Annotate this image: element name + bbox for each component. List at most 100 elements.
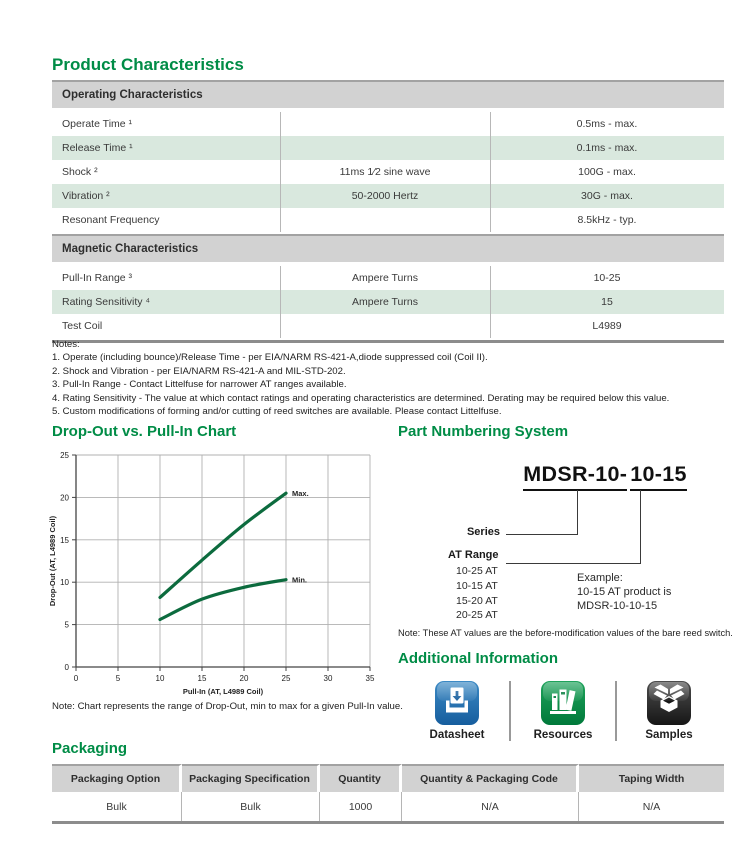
at-range-item: 15-20 AT [456, 594, 498, 607]
packaging-data-cell: N/A [402, 792, 579, 821]
chart-note: Note: Chart represents the range of Drop… [52, 701, 403, 712]
svg-text:15: 15 [60, 536, 69, 545]
svg-text:5: 5 [116, 674, 121, 683]
svg-text:10: 10 [156, 674, 165, 683]
dropout-pullin-chart: 0 5 10 15 20 25 0 5 10 15 20 25 30 35 Drop-Out (AT, L4… [48, 451, 375, 696]
row-condition-cell: Ampere Turns [352, 272, 418, 284]
svg-text:30: 30 [324, 674, 333, 683]
packaging-data-cell: N/A [642, 800, 661, 813]
row-name-cell: Shock ² [62, 166, 98, 178]
row-value-cell: 10-25 [593, 272, 621, 284]
chart-series-min [158, 578, 288, 622]
icon-gloss [437, 682, 477, 701]
table-row: Resonant Frequency 8.5kHz - typ. [52, 208, 724, 232]
table-row: Release Time ¹ 0.1ms - max. [52, 136, 724, 160]
table-row: Shock ² 11ms 1⁄2 sine wave 100G - max. [52, 160, 724, 184]
at-range-connector-horizontal-line [506, 562, 640, 564]
row-value-cell: 0.1ms - max. [576, 142, 638, 154]
note-line: 4. Rating Sensitivity - The value at whi… [52, 392, 670, 404]
packaging-header-cell: Packaging Specification [182, 764, 320, 792]
svg-text:25: 25 [282, 674, 291, 683]
svg-text:15: 15 [198, 674, 207, 683]
packaging-header-cell: Quantity [320, 764, 402, 792]
svg-text:10: 10 [60, 578, 69, 587]
row-name-cell: Operate Time ¹ [62, 118, 133, 130]
packaging-title: Packaging [52, 740, 128, 757]
at-range-item: 10-25 AT [456, 565, 498, 577]
part-numbering-title: Part Numbering System [398, 423, 569, 440]
additional-info-label: Samples [645, 729, 693, 741]
icon-separator [615, 681, 617, 741]
chart-series-max [158, 491, 288, 600]
example-line: 10-15 AT product is [577, 586, 672, 599]
part-number-segment: 10-15 [630, 462, 687, 491]
packaging-header-row: Packaging Option Packaging Specification Q… [52, 764, 724, 792]
section-header: Operating Characteristics [52, 80, 724, 108]
at-range-item: 10-15 AT [456, 579, 498, 592]
column-divider [280, 266, 281, 338]
row-name-cell: Rating Sensitivity ⁴ [62, 296, 150, 308]
table-row: Test Coil L4989 [52, 314, 724, 338]
table-row: Operate Time ¹ 0.5ms - max. [52, 112, 724, 136]
series-connector-vertical-line [576, 490, 578, 535]
part-number-note: Note: These AT values are the before-mod… [398, 628, 733, 638]
series-connector-horizontal-line [506, 533, 577, 535]
at-range-list: 10-25 AT 10-15 AT 15-20 AT 20-25 AT [456, 564, 498, 623]
svg-text:Drop-Out (AT, L4989 Coil): Drop-Out (AT, L4989 Coil) [48, 515, 57, 606]
svg-text:25: 25 [60, 451, 69, 460]
series-end-label: Min. [292, 576, 307, 585]
svg-text:20: 20 [240, 674, 249, 683]
notes-block: Notes: 1. Operate (including bounce)/Rele… [52, 338, 669, 418]
packaging-header-cell: Taping Width [579, 764, 724, 792]
additional-info-button-resources[interactable] [541, 681, 585, 725]
note-line: 3. Pull-In Range - Contact Littelfuse fo… [52, 379, 347, 391]
packaging-data-cell: 1000 [320, 792, 402, 821]
series-end-label: Max. [292, 489, 309, 498]
series-label: Series [466, 526, 500, 538]
notes-label: Notes: [52, 339, 80, 350]
svg-text:35: 35 [366, 674, 375, 683]
table-bottom-border [52, 340, 724, 343]
svg-text:0: 0 [65, 663, 70, 672]
datasheet-download-icon [435, 681, 479, 725]
note-line: 5. Custom modifications of forming and/o… [52, 406, 502, 418]
section-header: Magnetic Characteristics [52, 234, 724, 262]
note-line: 2. Shock and Vibration - per EIA/NARM RS… [52, 365, 346, 377]
packaging-data-cell: Bulk [52, 792, 182, 821]
table-row: Vibration ² 50-2000 Hertz 30G - max. [52, 184, 724, 208]
packaging-data-row: Bulk Bulk 1000 N/A N/A [52, 792, 724, 821]
row-value-cell: 8.5kHz - typ. [577, 214, 637, 226]
row-value-cell: 15 [601, 296, 613, 308]
svg-text:Pull-In (AT, L4989 Coil): Pull-In (AT, L4989 Coil) [183, 687, 264, 696]
column-divider [490, 266, 491, 338]
books-icon [541, 681, 585, 725]
characteristics-table: Operating Characteristics Operate Time ¹ 0… [52, 80, 724, 343]
additional-info-label: Resources [533, 729, 593, 741]
part-number-segment: MDSR-10- [523, 462, 628, 491]
additional-information-title: Additional Information [398, 650, 558, 667]
table-row: Pull-In Range ³ Ampere Turns 10-25 [52, 266, 724, 290]
row-name-cell: Vibration ² [62, 190, 110, 202]
additional-info-button-datasheet[interactable] [435, 681, 479, 725]
icon-gloss [543, 682, 583, 701]
section-rows: Pull-In Range ³ Ampere Turns 10-25 Rating S… [52, 266, 724, 338]
example-block: Example: 10-15 AT product is MDSR-10-10-15 [577, 571, 671, 614]
packaging-table: Packaging Option Packaging Specification Q… [52, 764, 724, 824]
part-number: MDSR-10- 10-15 [520, 462, 690, 491]
svg-text:0: 0 [74, 674, 79, 683]
additional-info-button-samples[interactable] [647, 681, 691, 725]
section-rows: Operate Time ¹ 0.5ms - max. Release Time ¹… [52, 112, 724, 232]
icon-gloss [649, 682, 689, 701]
open-box-icon [647, 681, 691, 725]
example-line: Example: [577, 572, 623, 584]
row-name-cell: Pull-In Range ³ [62, 272, 133, 284]
packaging-header-cell: Packaging Option [52, 764, 182, 792]
additional-info-label: Datasheet [429, 729, 485, 741]
row-value-cell: 0.5ms - max. [576, 118, 638, 130]
row-value-cell: L4989 [592, 320, 622, 332]
svg-text:20: 20 [60, 493, 69, 502]
at-range-item: 20-25 AT [456, 609, 498, 622]
packaging-data-cell: Bulk [182, 792, 320, 821]
product-characteristics-title: Product Characteristics [52, 55, 244, 74]
column-divider [280, 112, 281, 232]
